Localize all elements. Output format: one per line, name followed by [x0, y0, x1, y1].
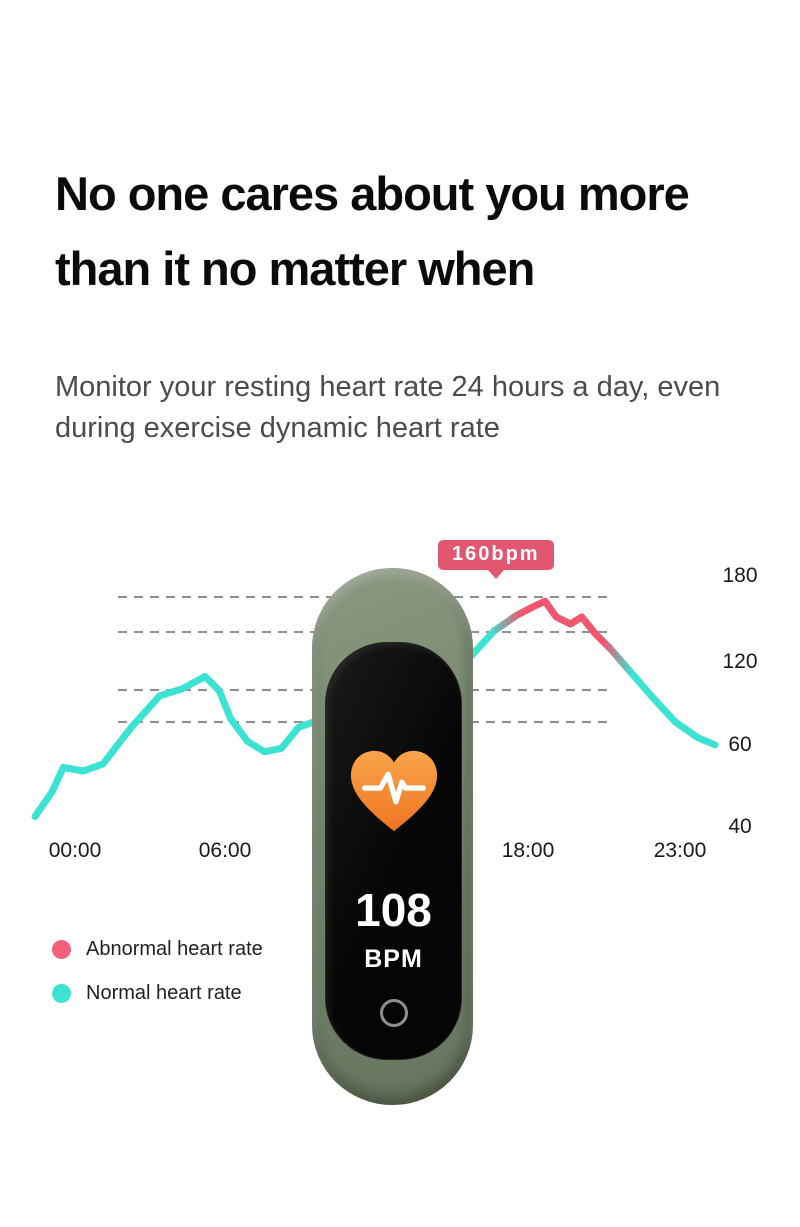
headline-line-1: No one cares about you more — [55, 167, 690, 220]
heart-rate-value: 108 — [355, 884, 432, 936]
heart-icon — [350, 750, 437, 832]
home-button-icon — [379, 999, 408, 1027]
headline: No one cares about you more than it no m… — [55, 156, 690, 306]
x-tick-2300: 23:00 — [653, 839, 707, 862]
watch-screen: 108 BPM — [325, 642, 462, 1060]
heart-rate-line-abnormal — [490, 597, 634, 675]
headline-line-2: than it no matter when — [55, 242, 535, 295]
abnormal-heart-rate-dot-icon — [52, 939, 71, 959]
y-tick-180: 180 — [722, 564, 758, 587]
y-tick-40: 40 — [728, 815, 752, 838]
y-tick-60: 60 — [728, 733, 752, 756]
legend-item-abnormal: Abnormal heart rate — [52, 936, 263, 962]
heart-rate-unit: BPM — [364, 945, 423, 973]
peak-bpm-badge: 160bpm — [438, 540, 554, 579]
x-tick-0000: 00:00 — [48, 839, 102, 862]
legend: Abnormal heart rate Normal heart rate — [52, 936, 263, 1024]
subtitle: Monitor your resting heart rate 24 hours… — [55, 371, 721, 444]
smart-band: 108 BPM — [312, 568, 473, 1105]
x-tick-0600: 06:00 — [198, 839, 252, 862]
x-tick-1800: 18:00 — [501, 839, 555, 862]
legend-label-normal: Normal heart rate — [86, 981, 242, 1004]
normal-heart-rate-dot-icon — [52, 983, 71, 1003]
legend-item-normal: Normal heart rate — [52, 980, 263, 1006]
y-tick-120: 120 — [722, 650, 758, 673]
legend-label-abnormal: Abnormal heart rate — [86, 937, 263, 960]
